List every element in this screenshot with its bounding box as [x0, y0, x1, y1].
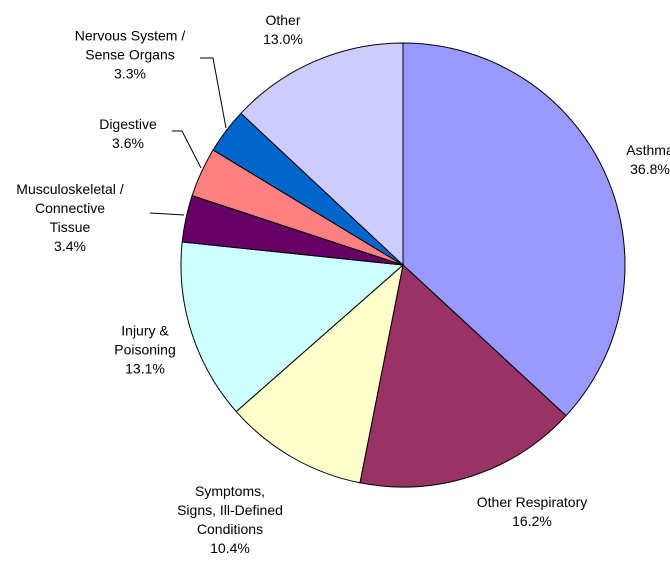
value-label: 3.4%	[54, 238, 86, 254]
category-label: Asthma	[626, 142, 670, 158]
slice-label: Other 13.0%	[263, 11, 303, 49]
slice-label: Asthma 36.8%	[626, 141, 670, 179]
slice	[240, 42, 404, 267]
slice-label: Other Respiratory 16.2%	[477, 493, 587, 531]
category-label: Musculoskeletal / Connective Tissue	[16, 181, 124, 235]
leader-line	[149, 212, 185, 216]
slice-label: Nervous System / Sense Organs 3.3%	[75, 27, 185, 84]
category-label: Nervous System / Sense Organs	[74, 27, 186, 63]
leader-line	[172, 130, 202, 169]
slice-label: Injury & Poisoning 13.1%	[114, 322, 176, 379]
slice	[235, 263, 404, 484]
category-label: Other Respiratory	[476, 494, 588, 510]
category-label: Injury & Poisoning	[114, 322, 176, 358]
value-label: 10.4%	[210, 540, 250, 556]
value-label: 36.8%	[630, 161, 670, 177]
slice	[359, 264, 567, 488]
pie	[180, 42, 626, 488]
value-label: 13.0%	[263, 31, 303, 47]
leader-line	[200, 57, 227, 129]
slice-label: Musculoskeletal / Connective Tissue 3.4%	[16, 180, 123, 256]
category-label: Other	[265, 12, 301, 28]
category-label: Symptoms, Signs, Ill-Defined Conditions	[177, 483, 283, 537]
slice	[402, 42, 626, 417]
slice-label: Symptoms, Signs, Ill-Defined Conditions 1…	[177, 482, 283, 558]
value-label: 3.6%	[112, 135, 144, 151]
value-label: 3.3%	[114, 65, 146, 82]
value-label: 13.1%	[125, 360, 165, 377]
category-label: Digestive	[99, 116, 157, 132]
value-label: 16.2%	[512, 513, 552, 529]
slice-label: Digestive 3.6%	[99, 115, 157, 153]
slice	[180, 241, 405, 413]
